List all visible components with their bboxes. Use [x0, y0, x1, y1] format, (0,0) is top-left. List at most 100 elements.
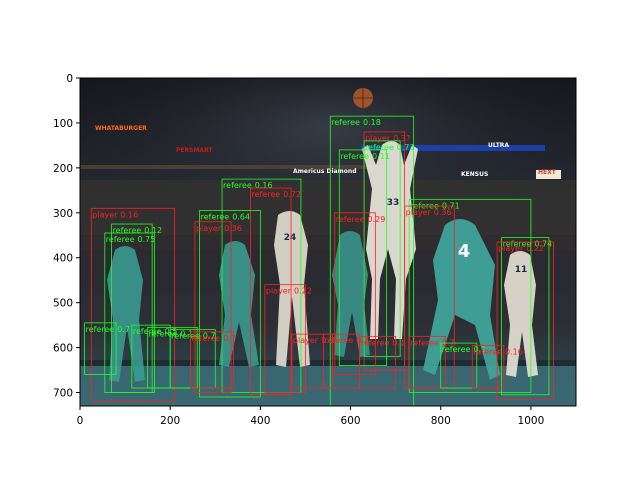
y-tick-label: 100 — [53, 118, 73, 130]
detection-score: 0.12 — [144, 226, 162, 235]
detection-score: 0.7 — [223, 334, 236, 343]
detection-box — [84, 322, 117, 375]
ad-ribbon-blue — [361, 145, 545, 151]
detection-referee: referee 0.1 — [440, 342, 486, 389]
detection-score: 0.18 — [363, 118, 381, 127]
detection-score: 0.7 — [203, 332, 216, 341]
detection-referee: referee 0.75 — [104, 232, 156, 393]
detection-player: player 0.22 — [264, 284, 312, 393]
detection-player: player 0.2 — [291, 333, 334, 389]
y-tick-label: 200 — [53, 163, 73, 175]
detection-class: player — [92, 210, 118, 219]
detection-class: referee — [340, 152, 369, 161]
detection-box — [359, 335, 397, 389]
detection-referee: referee 0.74 — [501, 237, 552, 396]
detection-box — [440, 342, 478, 389]
detection-label: referee 0.29 — [336, 215, 386, 224]
x-tick-label: 800 — [431, 415, 451, 427]
x-tick-label: 0 — [77, 415, 84, 427]
arena-sign-text: WHATABURGER — [95, 125, 147, 132]
y-tick-label: 0 — [66, 73, 73, 85]
y-tick-label: 400 — [53, 253, 73, 265]
player-silhouette-4 — [423, 219, 500, 380]
hext-sign — [536, 170, 561, 179]
detection-box — [291, 333, 333, 389]
arena-sign-text: HEXT — [538, 169, 557, 176]
detection-box — [199, 210, 261, 398]
y-tick-label: 500 — [53, 298, 73, 310]
detection-player: player 0.22 — [496, 241, 554, 400]
arena-sign-text: KENSUS — [461, 171, 488, 178]
arena-photo: WHATABURGER PERSMART Americus Diamond ULTRA… — [80, 78, 576, 406]
detection-class: referee — [336, 215, 365, 224]
detection-score: 0.16 — [120, 210, 138, 219]
detection-score: 0.1 — [392, 338, 405, 347]
detection-score: 0.64 — [232, 213, 250, 222]
x-tick-label: 200 — [160, 415, 180, 427]
players — [107, 141, 538, 382]
detection-score: 0.22 — [526, 244, 544, 253]
detection-class: referee — [191, 334, 220, 343]
ad-ribbon-gold — [80, 165, 380, 169]
detection-box — [90, 207, 176, 402]
basketball-seams — [353, 88, 373, 108]
detection-class: referee — [200, 213, 229, 222]
detection-class: referee — [223, 181, 252, 190]
detection-box — [501, 237, 550, 396]
detection-label: referee 0.7 — [86, 325, 130, 334]
player-silhouette-teal-mid — [332, 231, 370, 357]
detection-label: player 0.16 — [92, 210, 138, 219]
detection-label: referee 0.16 — [223, 181, 273, 190]
detection-score: 0.36 — [434, 208, 452, 217]
detection-label: player 0.36 — [196, 224, 242, 233]
detection-label: referee 0.7 — [171, 332, 215, 341]
arena-sign-text: Americus Diamond — [293, 168, 357, 175]
detection-box — [408, 198, 532, 393]
detection-box — [104, 232, 155, 393]
axes-frame — [79, 77, 577, 407]
detection-referee: referee 0.73 — [363, 140, 415, 357]
detection-referee: referee 0.16 — [471, 344, 523, 389]
detection-label: referee 0.75 — [106, 235, 156, 244]
court-edge — [80, 360, 576, 366]
detection-class: player — [266, 287, 292, 296]
jersey-number: 33 — [387, 198, 400, 208]
detection-referee: referee 0.64 — [199, 210, 261, 398]
detection-class: referee — [113, 226, 142, 235]
detection-label: referee 0.7 — [191, 334, 235, 343]
detection-referee: referee 0.7 — [190, 331, 236, 389]
player-silhouette-teal-center — [219, 241, 259, 367]
detection-label: player 0.3? — [365, 134, 410, 143]
detection-class: referee — [473, 347, 502, 356]
x-tick-label: 600 — [341, 415, 361, 427]
detection-score: 0.16 — [505, 347, 523, 356]
detection-class: referee — [106, 235, 135, 244]
arena-sign-text: PERSMART — [176, 147, 213, 154]
arena-sign-text: ULTRA — [488, 142, 509, 149]
detection-class: referee — [410, 338, 439, 347]
detection-label: referee 0.16 — [473, 347, 523, 356]
detection-label: player 0.22 — [498, 244, 544, 253]
detection-score: 0.75 — [138, 235, 156, 244]
detection-box — [264, 284, 306, 393]
photo-signage-texts: WHATABURGER PERSMART Americus Diamond ULTRA… — [95, 125, 557, 178]
detection-label: referee 0.1 — [442, 345, 486, 354]
detection-box — [221, 178, 302, 393]
detection-box — [408, 335, 446, 389]
detection-score: 0.29 — [367, 215, 385, 224]
detection-score: 0.73 — [397, 143, 415, 152]
detection-score: 0.16 — [255, 181, 273, 190]
detection-score: 0.11 — [372, 152, 390, 161]
detection-class: referee — [171, 332, 200, 341]
detection-label: referee 0.64 — [200, 213, 250, 222]
detection-score: 0.5 — [165, 327, 178, 336]
detection-label: referee 0.1 — [149, 329, 193, 338]
y-axis: 0 100 200 300 400 500 600 700 — [53, 73, 80, 400]
jersey-numbers: 4 33 24 11 — [284, 198, 528, 275]
detection-label: player 0.22 — [266, 287, 312, 296]
detection-player: player 0.36 — [194, 221, 242, 393]
detection-label: referee 0.7 — [324, 336, 368, 345]
detection-label: referee 0.18 — [331, 118, 381, 127]
x-tick-label: 1000 — [518, 415, 545, 427]
detection-box — [363, 140, 401, 357]
